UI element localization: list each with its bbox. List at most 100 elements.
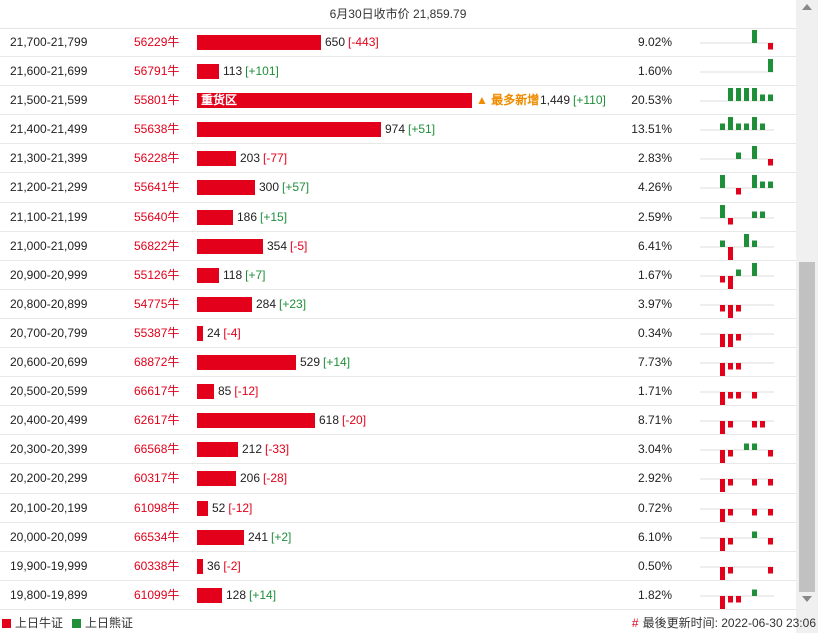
volume-bar: 重货区 [197,93,472,109]
cbbc-code-link[interactable]: 60317牛 [134,471,180,486]
count-number: 650 [325,35,346,49]
table-row[interactable]: 20,200-20,299 60317牛 206 [-28] 2.92% [0,464,796,494]
table-row[interactable]: 21,700-21,799 56229牛 650 [-443] 9.02% [0,28,796,58]
history-sparkline [700,443,774,464]
count-change: [-28] [263,471,288,486]
table-row[interactable]: 20,600-20,699 68872牛 529 [+14] 7.73% [0,348,796,378]
count-value: 113 [+101] [223,57,279,86]
cbbc-code-link[interactable]: 55641牛 [134,180,180,195]
table-row[interactable]: 21,000-21,099 56822牛 354 [-5] 6.41% [0,232,796,261]
cbbc-code-link[interactable]: 66534牛 [134,529,180,544]
sparkline-bar [728,246,733,260]
price-range: 21,700-21,799 [10,35,88,49]
table-row[interactable]: 20,400-20,499 62617牛 618 [-20] 8.71% [0,406,796,436]
volume-bar [197,442,238,458]
price-range: 20,200-20,299 [10,471,88,486]
count-change: [-4] [223,325,241,340]
cbbc-code-link[interactable]: 61099牛 [134,587,180,602]
count-number: 36 [207,558,221,573]
sparkline-bar [752,508,757,515]
volume-bar [197,529,244,545]
sparkline-bar [728,217,733,225]
cbbc-code-link[interactable]: 55126牛 [134,267,180,282]
scrollbar-thumb[interactable] [799,262,815,592]
count-number: 206 [240,471,261,486]
table-row[interactable]: 21,300-21,399 56228牛 203 [-77] 2.83% [0,144,796,174]
sparkline-bar [736,269,741,276]
sparkline-bar [728,333,733,347]
table-row[interactable]: 19,800-19,899 61099牛 128 [+14] 1.82% [0,581,796,610]
table-row[interactable]: 20,900-20,999 55126牛 118 [+7] 1.67% [0,261,796,290]
history-sparkline [700,59,774,73]
volume-bar [197,558,203,574]
sparkline-bar [752,531,757,538]
table-row[interactable]: 20,000-20,099 66534牛 241 [+2] 6.10% [0,523,796,552]
table-row[interactable]: 20,500-20,599 66617牛 85 [-12] 1.71% [0,377,796,407]
count-change: [+14] [323,355,351,370]
percentage: 13.51% [631,122,672,137]
history-sparkline [700,175,774,195]
cbbc-code-link[interactable]: 61098牛 [134,500,180,515]
sparkline-bar [728,508,733,515]
cbbc-code-link[interactable]: 55640牛 [134,209,180,224]
percentage: 4.26% [637,180,672,195]
cbbc-code-link[interactable]: 56229牛 [134,35,180,49]
table-row[interactable]: 21,600-21,699 56791牛 113 [+101] 1.60% [0,57,796,87]
scrollbar[interactable] [796,0,818,633]
count-number: 354 [267,238,288,253]
sparkline-bar [736,363,741,370]
table-row[interactable]: 20,300-20,399 66568牛 212 [-33] 3.04% [0,435,796,465]
percentage: 7.73% [637,355,672,370]
percentage: 8.71% [637,413,672,428]
cbbc-code-link[interactable]: 55387牛 [134,325,180,340]
count-value: 618 [-20] [319,406,366,435]
volume-bar [197,64,219,80]
price-range: 20,100-20,199 [10,500,88,515]
scroll-down-icon[interactable] [802,596,812,602]
cbbc-code-link[interactable]: 54775牛 [134,296,180,311]
cbbc-code-link[interactable]: 62617牛 [134,413,180,428]
count-value: 529 [+14] [300,348,350,377]
price-range: 21,200-21,299 [10,180,88,195]
table-row[interactable]: 19,900-19,999 60338牛 36 [-2] 0.50% [0,552,796,581]
table-row[interactable]: 21,200-21,299 55641牛 300 [+57] 4.26% [0,173,796,203]
history-sparkline [700,566,774,580]
sparkline-bar [736,595,741,603]
cbbc-code-link[interactable]: 56822牛 [134,238,180,253]
cbbc-code-link[interactable]: 55801牛 [134,93,180,108]
percentage: 3.04% [637,442,672,457]
volume-bar [197,587,222,603]
table-row[interactable]: 20,100-20,199 61098牛 52 [-12] 0.72% [0,494,796,523]
sparkline-bar [760,181,765,189]
count-value: 354 [-5] [267,232,307,261]
count-value: 241 [+2] [248,523,291,552]
hash-icon: # [631,616,639,630]
table-row[interactable]: 21,100-21,199 55640牛 186 [+15] 2.59% [0,203,796,232]
sparkline-bar [760,211,765,218]
table-row[interactable]: 21,500-21,599 55801牛 重货区 ▲ 最多新增 1,449 [+110] 2… [0,86,796,116]
table-row[interactable]: 20,700-20,799 55387牛 24 [-4] 0.34% [0,319,796,349]
sparkline-bar [768,59,773,73]
history-sparkline [700,30,774,50]
table-row[interactable]: 21,400-21,499 55638牛 974 [+51] 13.51% [0,115,796,145]
cbbc-code-link[interactable]: 68872牛 [134,355,180,370]
count-change: [-20] [342,413,367,428]
sparkline-bar [720,275,725,283]
cbbc-code-link[interactable]: 56791牛 [134,64,180,79]
sparkline-bar [752,30,757,43]
table-row[interactable]: 20,800-20,899 54775牛 284 [+23] 3.97% [0,290,796,319]
cbbc-code-link[interactable]: 60338牛 [134,558,180,573]
sparkline-bar [760,94,765,102]
scroll-up-icon[interactable] [802,4,812,10]
count-change: [+15] [260,209,288,224]
cbbc-code-link[interactable]: 66568牛 [134,442,180,457]
cbbc-code-link[interactable]: 55638牛 [134,122,180,137]
cbbc-code-link[interactable]: 56228牛 [134,151,180,166]
price-range: 20,400-20,499 [10,413,88,428]
sparkline-bar [720,240,725,247]
count-change: [-2] [223,558,241,573]
cbbc-code-link[interactable]: 66617牛 [134,384,180,399]
count-value: 300 [+57] [259,173,309,202]
count-change: [+101] [245,64,279,79]
legend-bear: 上日熊证 [72,613,133,633]
